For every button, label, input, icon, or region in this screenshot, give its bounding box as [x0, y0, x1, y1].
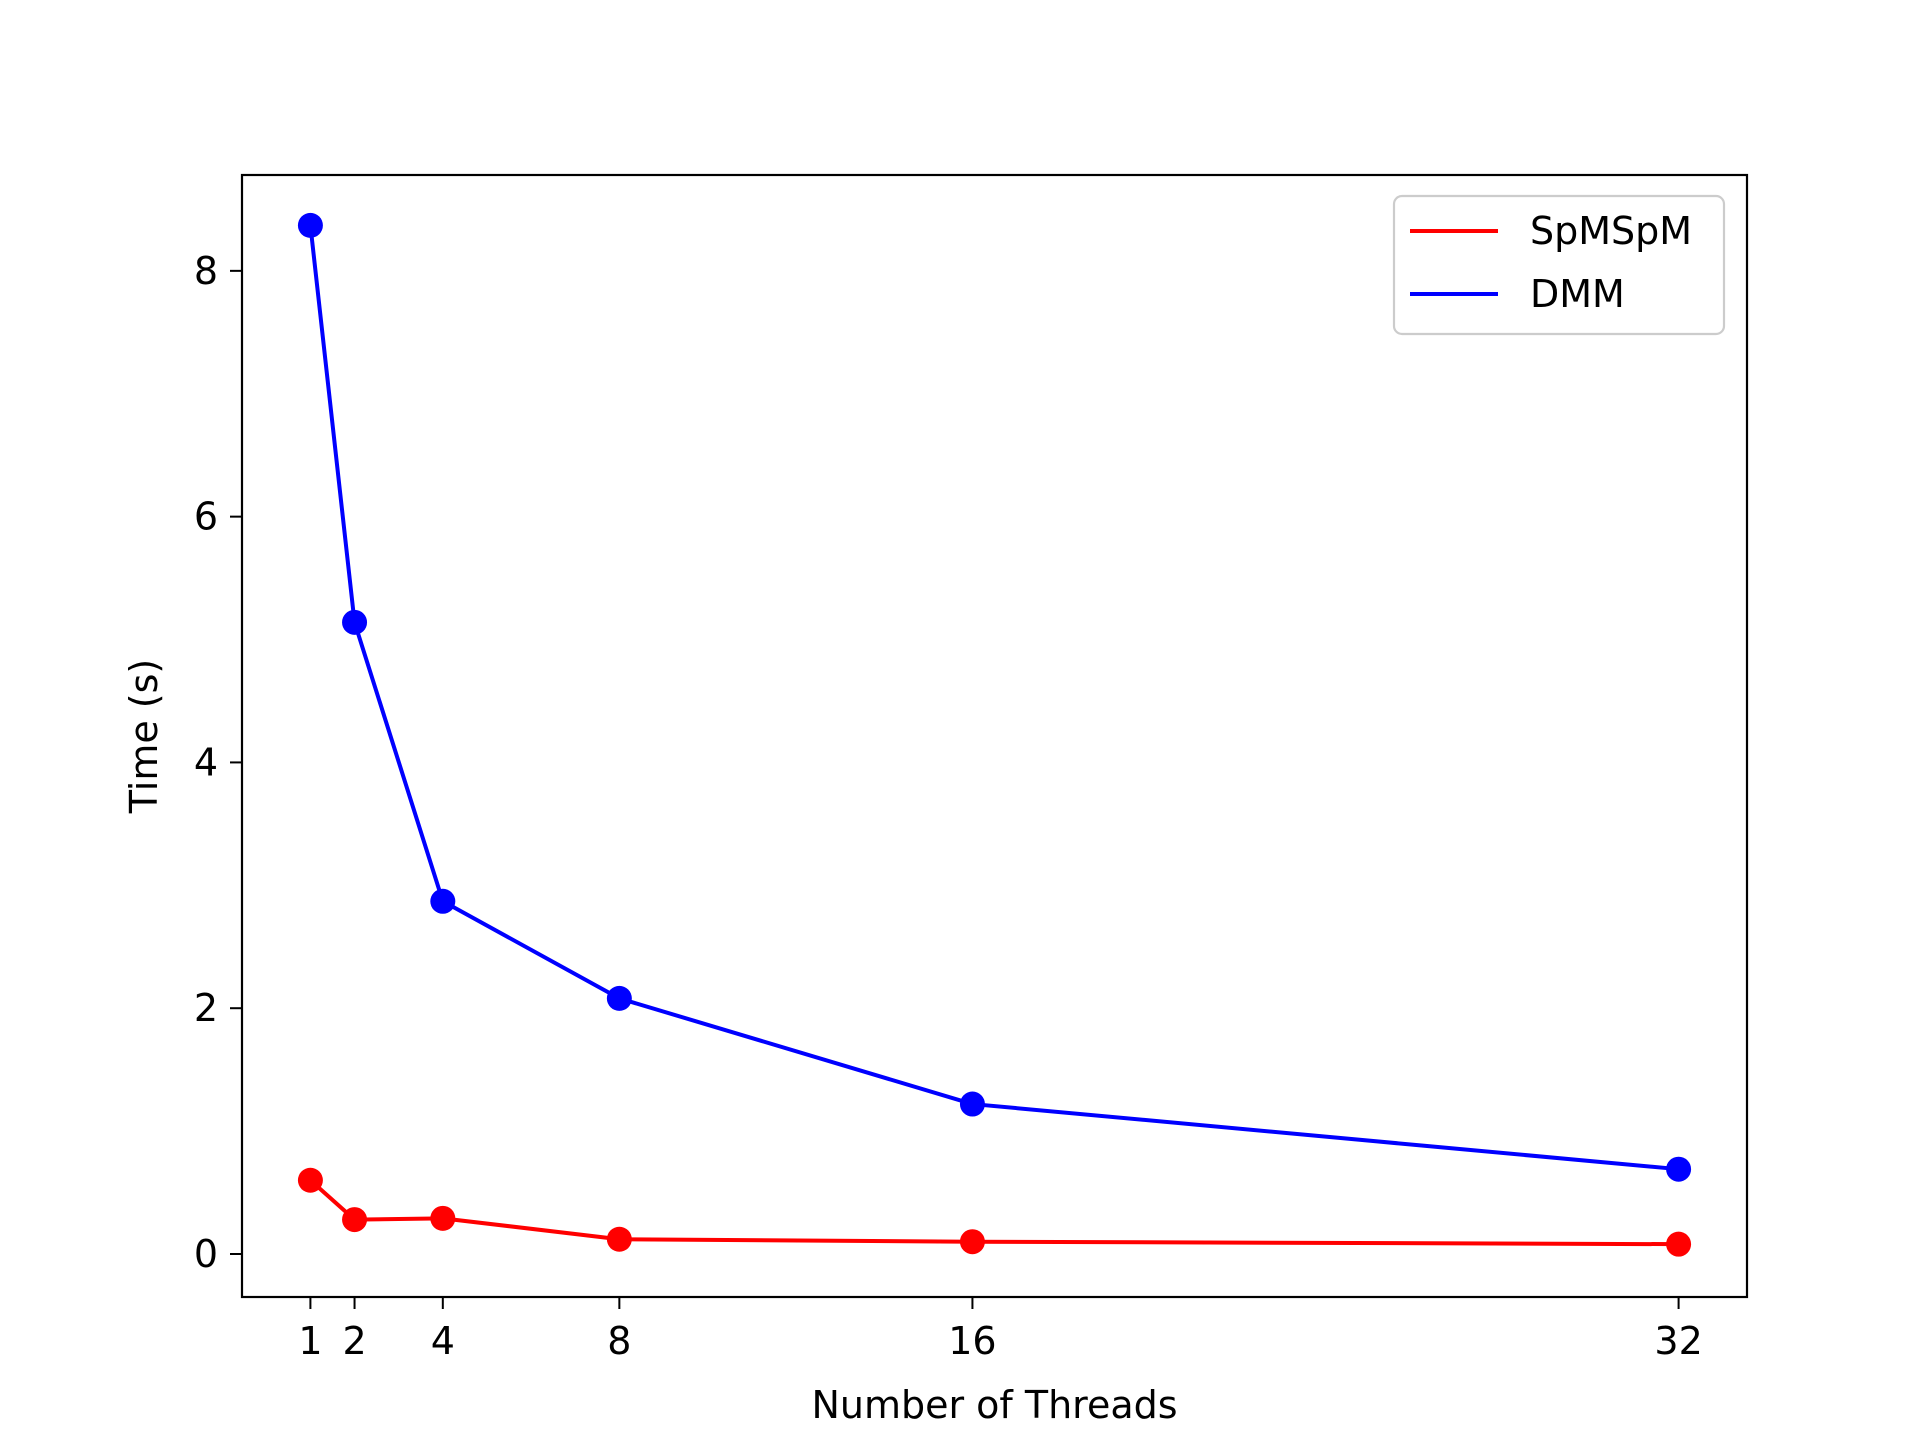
data-point-dmm	[297, 212, 323, 238]
data-point-spmspm	[959, 1229, 985, 1255]
data-point-spmspm	[1666, 1231, 1692, 1257]
y-tick-label: 4	[194, 740, 218, 784]
x-axis-ticks: 1 2 4 8 16 32	[298, 1297, 1703, 1363]
legend-label-spmspm: SpMSpM	[1530, 209, 1692, 253]
legend-label-dmm: DMM	[1530, 272, 1625, 316]
x-tick-label: 16	[948, 1319, 996, 1363]
data-point-spmspm	[342, 1207, 368, 1233]
x-axis-label: Number of Threads	[811, 1383, 1177, 1427]
data-point-spmspm	[297, 1167, 323, 1193]
series-layer	[297, 212, 1692, 1257]
y-axis-ticks: 0 2 4 6 8	[194, 249, 242, 1276]
data-point-dmm	[959, 1091, 985, 1117]
data-point-dmm	[430, 888, 456, 914]
x-tick-label: 1	[298, 1319, 322, 1363]
y-tick-label: 8	[194, 249, 218, 293]
legend: SpMSpM DMM	[1392, 194, 1726, 336]
y-tick-label: 0	[194, 1232, 218, 1276]
data-point-dmm	[342, 609, 368, 635]
plot-area-frame	[240, 173, 1749, 1299]
y-tick-label: 2	[194, 986, 218, 1030]
data-point-spmspm	[430, 1205, 456, 1231]
x-tick-label: 32	[1654, 1319, 1702, 1363]
data-point-dmm	[1666, 1156, 1692, 1182]
x-tick-label: 8	[607, 1319, 631, 1363]
series-line-dmm	[308, 225, 1679, 1172]
y-axis-label: Time (s)	[122, 659, 166, 815]
x-tick-label: 4	[431, 1319, 455, 1363]
data-point-spmspm	[606, 1226, 632, 1252]
y-tick-label: 6	[194, 495, 218, 539]
data-point-dmm	[606, 985, 632, 1011]
x-tick-label: 2	[342, 1319, 366, 1363]
